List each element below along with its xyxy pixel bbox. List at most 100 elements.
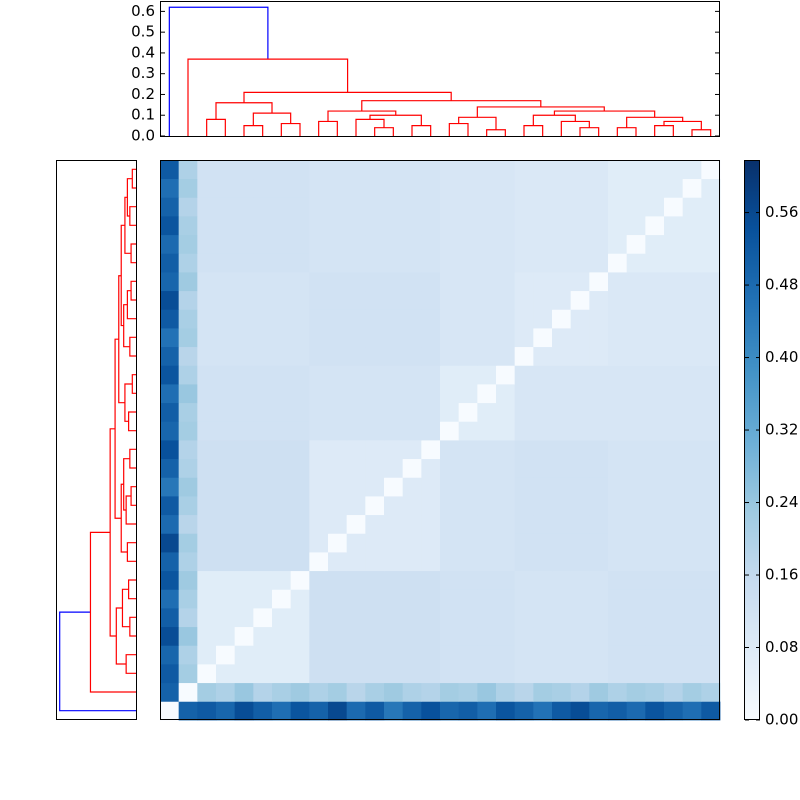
heatmap-cell	[234, 309, 254, 329]
heatmap-cell	[626, 440, 646, 460]
heatmap-cell	[645, 514, 665, 534]
heatmap-cell	[234, 384, 254, 404]
heatmap-cell	[552, 365, 572, 385]
heatmap-cell	[477, 682, 497, 702]
heatmap-cell	[384, 272, 404, 292]
colorbar-tick-label: 0.24	[765, 493, 798, 511]
heatmap-cell	[346, 234, 366, 254]
heatmap-cell	[514, 346, 534, 366]
heatmap-cell	[682, 160, 702, 180]
left-dendrogram-link	[118, 275, 125, 404]
heatmap-cell	[608, 440, 628, 460]
heatmap-cell	[197, 626, 217, 646]
heatmap-cell	[234, 365, 254, 385]
heatmap-cell	[197, 552, 217, 572]
heatmap-cell	[290, 272, 310, 292]
heatmap-cell	[570, 682, 590, 702]
heatmap-cell	[570, 645, 590, 665]
heatmap-cell	[178, 477, 198, 497]
heatmap-cell	[346, 384, 366, 404]
heatmap-cell	[496, 234, 516, 254]
left-dendrogram-link	[129, 206, 136, 226]
heatmap-cell	[682, 440, 702, 460]
heatmap-cell	[178, 384, 198, 404]
heatmap-cell	[477, 477, 497, 497]
heatmap-cell	[178, 570, 198, 590]
heatmap-cell	[160, 626, 180, 646]
heatmap-cell	[421, 160, 441, 180]
heatmap-cell	[216, 458, 236, 478]
heatmap-cell	[533, 309, 553, 329]
heatmap-cell	[178, 216, 198, 236]
heatmap-cell	[664, 421, 684, 441]
heatmap-cell	[458, 514, 478, 534]
heatmap-cell	[216, 272, 236, 292]
heatmap-cell	[309, 570, 329, 590]
heatmap-cell	[645, 440, 665, 460]
heatmap-cell	[626, 682, 646, 702]
heatmap-cell	[626, 346, 646, 366]
heatmap-cell	[496, 533, 516, 553]
heatmap-cell	[178, 682, 198, 702]
heatmap-cell	[552, 496, 572, 516]
heatmap-cell	[589, 216, 609, 236]
heatmap-cell	[346, 477, 366, 497]
heatmap-cell	[570, 496, 590, 516]
heatmap-cell	[402, 496, 422, 516]
heatmap-cell	[178, 346, 198, 366]
heatmap-cell	[160, 570, 180, 590]
heatmap-cell	[234, 626, 254, 646]
heatmap-cell	[589, 701, 609, 721]
heatmap-cell	[290, 216, 310, 236]
heatmap-cell	[384, 178, 404, 198]
heatmap-cell	[440, 496, 460, 516]
heatmap-cell	[272, 384, 292, 404]
heatmap-cell	[458, 402, 478, 422]
heatmap-cell	[682, 589, 702, 609]
heatmap-cell	[365, 552, 385, 572]
heatmap-cell	[664, 552, 684, 572]
heatmap-cell	[533, 626, 553, 646]
colorbar-tick-label: 0.32	[765, 421, 798, 439]
heatmap-cell	[346, 421, 366, 441]
heatmap-cell	[514, 160, 534, 180]
heatmap-cell	[328, 234, 348, 254]
heatmap-cell	[290, 384, 310, 404]
left-dendrogram-link	[125, 654, 136, 674]
heatmap-cell	[328, 178, 348, 198]
heatmap-cell	[682, 384, 702, 404]
heatmap-cell	[570, 365, 590, 385]
heatmap-cell	[328, 421, 348, 441]
left-dendrogram-link	[129, 616, 136, 637]
heatmap-cell	[160, 645, 180, 665]
heatmap-cell	[496, 178, 516, 198]
heatmap-cell	[365, 328, 385, 348]
heatmap-cell	[234, 589, 254, 609]
heatmap-cell	[384, 701, 404, 721]
heatmap-cell	[421, 365, 441, 385]
heatmap-cell	[682, 608, 702, 628]
heatmap-cell	[309, 421, 329, 441]
heatmap-cell	[178, 645, 198, 665]
heatmap-cell	[365, 608, 385, 628]
heatmap-cell	[384, 589, 404, 609]
heatmap-cell	[402, 682, 422, 702]
heatmap-cell	[421, 197, 441, 217]
heatmap-cell	[589, 384, 609, 404]
heatmap-cell	[365, 216, 385, 236]
heatmap-cell	[514, 384, 534, 404]
y-tick-label: 0.5	[131, 23, 155, 41]
heatmap-cell	[234, 272, 254, 292]
heatmap-cell	[272, 440, 292, 460]
heatmap-cell	[458, 682, 478, 702]
heatmap-cell	[253, 384, 273, 404]
heatmap-cell	[346, 682, 366, 702]
heatmap-cell	[402, 570, 422, 590]
heatmap-cell	[178, 496, 198, 516]
top-dendrogram-link	[532, 114, 576, 126]
heatmap-cell	[178, 533, 198, 553]
heatmap-cell	[234, 440, 254, 460]
heatmap-cell	[178, 664, 198, 684]
top-dendrogram-link	[626, 116, 684, 128]
heatmap-cell	[552, 682, 572, 702]
